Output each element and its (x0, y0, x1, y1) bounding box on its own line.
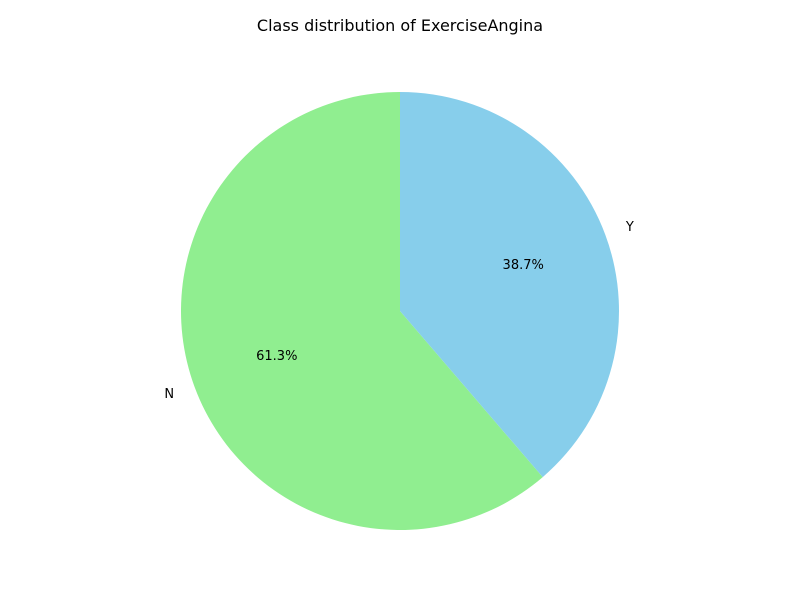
pie-slices (181, 91, 619, 530)
pie-labels: N 61.3% Y 38.7% (164, 220, 633, 402)
pct-label-y: 38.7% (503, 258, 544, 273)
slice-label-n: N (164, 387, 174, 402)
pie-slice-n (181, 92, 543, 530)
pct-label-n: 61.3% (256, 349, 297, 364)
slice-label-y: Y (625, 220, 634, 235)
chart-title: Class distribution of ExerciseAngina (257, 16, 543, 35)
pie-slice-y (400, 91, 619, 478)
